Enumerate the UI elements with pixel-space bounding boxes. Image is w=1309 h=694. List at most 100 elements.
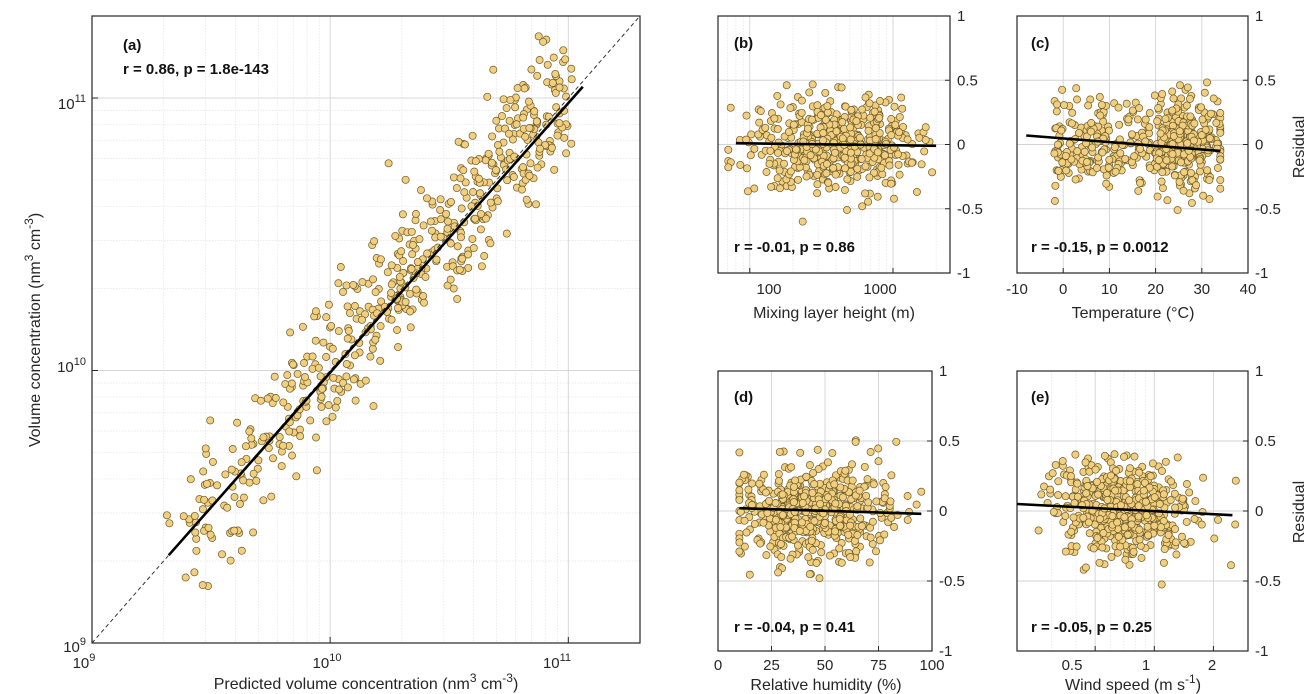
data-point <box>552 103 561 112</box>
data-point <box>226 556 235 565</box>
data-point <box>461 140 469 149</box>
data-point <box>1127 520 1136 529</box>
data-point <box>894 150 902 159</box>
data-point <box>501 124 509 133</box>
data-point <box>1158 90 1167 99</box>
data-point <box>892 437 901 446</box>
data-point <box>350 351 359 360</box>
ytick-label: -1 <box>957 265 970 282</box>
data-point <box>1089 544 1098 553</box>
data-point <box>1183 139 1192 148</box>
fit-line <box>735 141 937 148</box>
panel-d-lines <box>739 506 922 516</box>
data-point <box>1197 131 1206 140</box>
data-point <box>296 425 304 434</box>
data-point <box>743 187 752 196</box>
data-point <box>444 217 452 226</box>
data-point <box>735 538 744 547</box>
data-point <box>786 167 795 176</box>
data-point <box>279 398 288 407</box>
data-point <box>794 175 802 184</box>
panel-d-xlabel: Relative humidity (%) <box>750 677 901 694</box>
data-point <box>419 221 428 230</box>
data-point <box>736 160 745 169</box>
data-point <box>412 285 421 294</box>
data-point <box>761 123 770 132</box>
data-point <box>877 163 886 172</box>
data-point <box>823 102 832 111</box>
data-point <box>324 300 333 309</box>
data-point <box>555 119 564 128</box>
data-point <box>1142 511 1151 520</box>
data-point <box>912 187 921 196</box>
data-point <box>1084 518 1093 527</box>
data-point <box>532 117 541 126</box>
data-point <box>787 463 796 472</box>
panel-b: (b) r = -0.01, p = 0.86 100 1000 Mixing … <box>717 8 983 322</box>
data-point <box>339 287 347 296</box>
data-point <box>847 106 856 114</box>
data-point <box>1144 531 1153 540</box>
data-point <box>886 497 895 506</box>
data-point <box>562 92 571 101</box>
data-point <box>292 472 301 481</box>
xtick-label: 40 <box>1240 281 1257 298</box>
data-point <box>873 192 882 201</box>
data-point <box>836 521 845 530</box>
data-point <box>447 197 455 206</box>
data-point <box>1182 517 1191 526</box>
xtick-label: 75 <box>870 657 887 674</box>
data-point <box>798 499 807 507</box>
data-point <box>469 188 477 196</box>
data-point <box>921 136 930 144</box>
data-point <box>1157 177 1166 186</box>
ytick-label: 1 <box>1255 363 1263 380</box>
data-point <box>547 143 556 152</box>
data-point <box>179 512 188 521</box>
data-point <box>903 492 912 500</box>
data-point <box>735 448 744 457</box>
data-point <box>747 130 756 139</box>
data-point <box>1071 450 1080 459</box>
panel-c-ticks <box>1016 15 1249 274</box>
data-point <box>1130 452 1139 461</box>
data-point <box>1145 163 1154 172</box>
data-point <box>1068 108 1077 117</box>
data-point <box>421 273 430 281</box>
data-point <box>817 548 826 557</box>
data-point <box>1135 535 1144 544</box>
data-point <box>298 322 307 331</box>
data-point <box>277 462 286 471</box>
data-point <box>1113 518 1122 527</box>
data-point <box>907 158 916 167</box>
data-point <box>1227 561 1235 570</box>
panel-a: (a) r = 0.86, p = 1.8e-143 109 1010 1011… <box>22 15 641 693</box>
data-point <box>784 127 793 136</box>
data-point <box>1054 491 1063 500</box>
data-point <box>1213 164 1222 172</box>
panel-c-lines <box>1026 134 1221 153</box>
data-point <box>1192 181 1201 190</box>
data-point <box>551 69 560 78</box>
data-point <box>1092 164 1101 172</box>
data-point <box>1067 155 1076 164</box>
data-point <box>335 385 343 394</box>
data-point <box>457 204 466 213</box>
panel-c-ylabel: Residual <box>1291 116 1308 178</box>
data-point <box>1052 107 1061 116</box>
data-point <box>406 307 415 316</box>
data-point <box>771 515 780 524</box>
data-point <box>1115 120 1124 129</box>
panel-e: (e) r = -0.05, p = 0.25 0.5 1 2 Wind spe… <box>1016 363 1308 694</box>
data-point <box>870 168 878 177</box>
data-point <box>1121 154 1130 163</box>
data-point <box>1098 148 1107 157</box>
panel-a-frame <box>91 15 641 644</box>
data-point <box>803 124 812 133</box>
data-point <box>1134 512 1143 521</box>
data-point <box>798 217 807 226</box>
data-point <box>1189 136 1198 145</box>
data-point <box>387 288 396 297</box>
data-point <box>831 527 839 536</box>
data-point <box>1216 128 1225 137</box>
